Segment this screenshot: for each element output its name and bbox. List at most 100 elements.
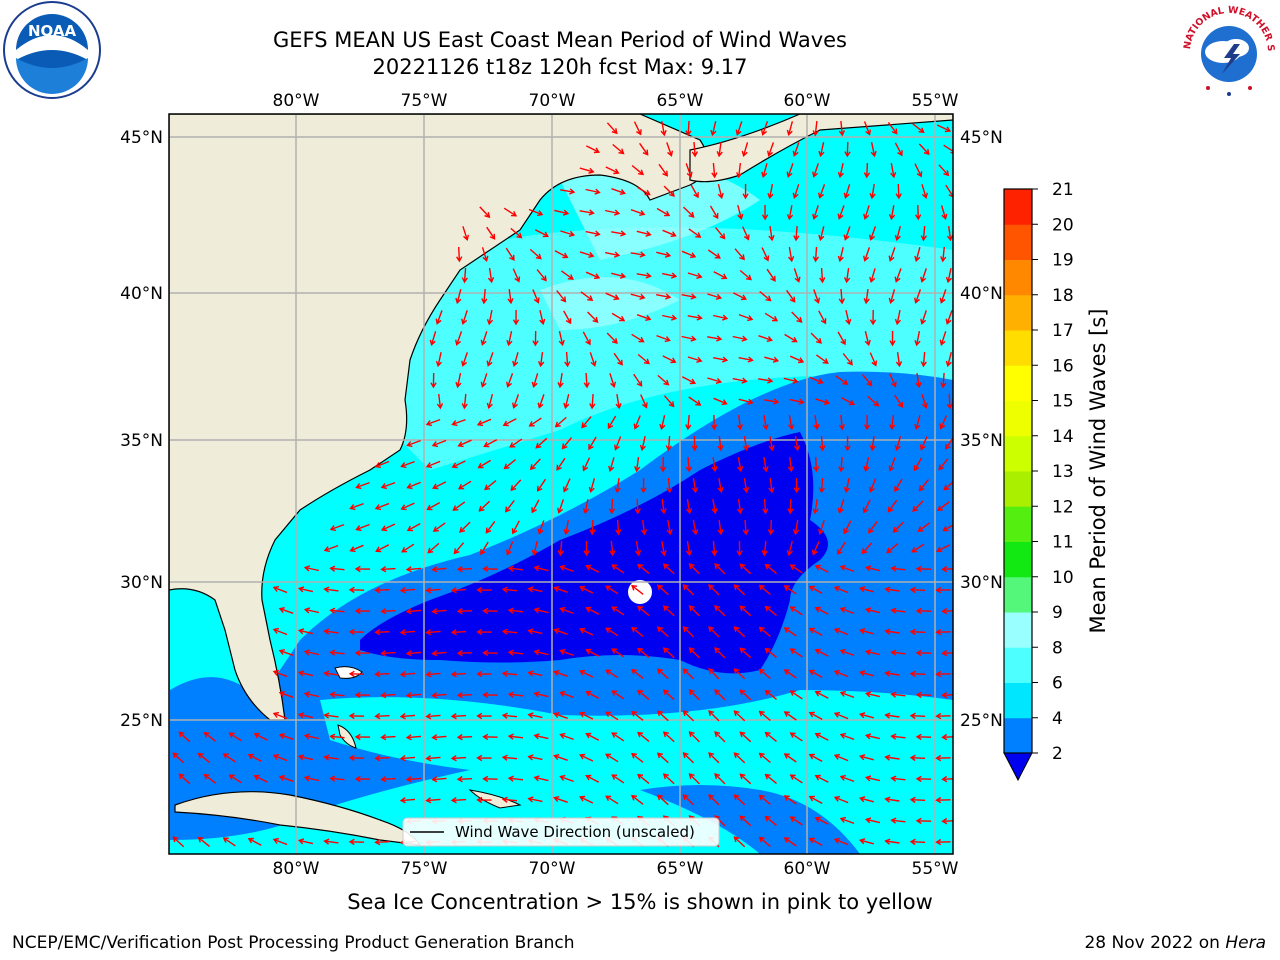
wind-wave-arrow (714, 563, 726, 575)
footer-host: Hera (1225, 933, 1266, 953)
wind-wave-arrow (943, 480, 953, 491)
wind-wave-arrow (560, 230, 576, 237)
lon-label-bottom-80w: 80°W (273, 859, 320, 879)
wind-wave-arrow (713, 397, 728, 406)
lat-label-right-30n: 30°N (960, 573, 1003, 593)
wind-wave-arrow (787, 414, 795, 431)
wind-wave-arrow (399, 755, 416, 762)
wind-wave-arrow (329, 607, 345, 614)
wind-wave-arrow (501, 754, 518, 761)
wind-wave-arrow (585, 648, 600, 657)
wind-wave-arrow (531, 541, 538, 557)
wind-wave-arrow (892, 521, 904, 533)
wind-wave-arrow (278, 649, 294, 656)
wind-wave-arrow (789, 732, 803, 742)
wind-wave-arrow (512, 309, 520, 326)
wind-wave-arrow (253, 774, 268, 783)
wind-wave-arrow (374, 754, 390, 762)
colorbar-cell (1004, 471, 1032, 507)
wind-wave-arrow (482, 733, 498, 741)
wind-wave-arrow (425, 713, 441, 720)
wind-wave-arrow (659, 415, 666, 431)
wind-wave-arrow (764, 731, 777, 742)
wind-wave-arrow (839, 690, 855, 699)
wind-wave-arrow (630, 293, 646, 300)
wind-wave-arrow (556, 457, 566, 471)
wind-wave-arrow (736, 456, 744, 473)
wind-wave-arrow (920, 268, 927, 283)
wind-wave-arrow (736, 540, 743, 557)
wind-wave-arrow (354, 607, 371, 615)
wind-wave-arrow (814, 774, 829, 783)
wind-wave-arrow (455, 372, 462, 389)
wind-wave-arrow (637, 647, 650, 658)
wind-wave-arrow (476, 796, 492, 804)
wind-wave-arrow (660, 499, 667, 515)
lon-label-bottom-60w: 60°W (784, 859, 831, 879)
wind-wave-arrow (582, 498, 590, 515)
wind-wave-arrow (636, 230, 652, 237)
wind-wave-arrow (533, 691, 549, 698)
wind-wave-arrow (450, 587, 467, 594)
colorbar-cell (1004, 506, 1032, 542)
wind-wave-arrow (915, 817, 932, 825)
wind-wave-arrow (742, 435, 750, 452)
wind-wave-arrow (941, 733, 953, 741)
wind-wave-arrow (637, 563, 650, 574)
wind-wave-arrow (894, 268, 902, 283)
wind-wave-arrow (833, 753, 849, 762)
wind-wave-arrow (708, 668, 720, 680)
wind-wave-arrow (611, 774, 625, 784)
wind-wave-arrow (665, 435, 672, 452)
wind-wave-arrow (714, 689, 726, 701)
wind-wave-arrow (894, 309, 902, 326)
wind-wave-arrow (833, 627, 849, 636)
wind-wave-arrow (507, 775, 524, 782)
wind-wave-arrow (915, 204, 922, 221)
wind-wave-arrow (431, 776, 447, 783)
wind-wave-arrow (783, 669, 797, 679)
wind-wave-arrow (559, 732, 574, 741)
wind-wave-arrow (812, 498, 819, 515)
wind-wave-arrow (611, 606, 625, 616)
colorbar-cell (1004, 365, 1032, 401)
wind-wave-arrow (864, 691, 881, 698)
wind-wave-arrow (919, 436, 928, 451)
wind-wave-arrow (329, 775, 345, 782)
wind-wave-arrow (323, 838, 339, 845)
wind-wave-arrow (564, 351, 571, 368)
wind-wave-arrow (813, 456, 820, 473)
wind-wave-arrow (562, 478, 571, 493)
wind-wave-arrow (685, 540, 693, 557)
colorbar-tick-label: 17 (1052, 321, 1074, 341)
wind-wave-arrow (839, 816, 855, 825)
wind-wave-arrow (531, 373, 539, 388)
wind-wave-arrow (946, 393, 953, 410)
wind-wave-arrow (450, 629, 467, 636)
wind-wave-arrow (884, 628, 900, 635)
wind-wave-arrow (681, 376, 696, 385)
colorbar-cell (1004, 330, 1032, 366)
wind-wave-arrow (786, 121, 794, 137)
wind-wave-arrow (711, 456, 718, 473)
wind-wave-arrow (585, 606, 600, 615)
wind-wave-arrow (553, 754, 568, 761)
wind-wave-arrow (431, 566, 447, 573)
wind-wave-arrow (888, 204, 896, 221)
wind-wave-arrow (605, 669, 619, 679)
wind-wave-arrow (767, 183, 774, 200)
land-north-america (169, 114, 709, 721)
colorbar-tick-label: 19 (1052, 251, 1074, 271)
wind-wave-arrow (732, 292, 748, 301)
wind-wave-arrow (920, 351, 927, 368)
wind-wave-arrow (614, 478, 621, 494)
wind-wave-arrow (863, 457, 870, 473)
wind-wave-arrow (583, 372, 590, 389)
land-bahamas-andros (337, 724, 357, 749)
wind-wave-arrow (479, 206, 491, 219)
wind-wave-arrow (945, 352, 952, 368)
wind-wave-arrow (507, 289, 514, 305)
wind-wave-arrow (936, 544, 951, 553)
wind-wave-arrow (909, 670, 926, 678)
wind-wave-arrow (789, 690, 803, 700)
